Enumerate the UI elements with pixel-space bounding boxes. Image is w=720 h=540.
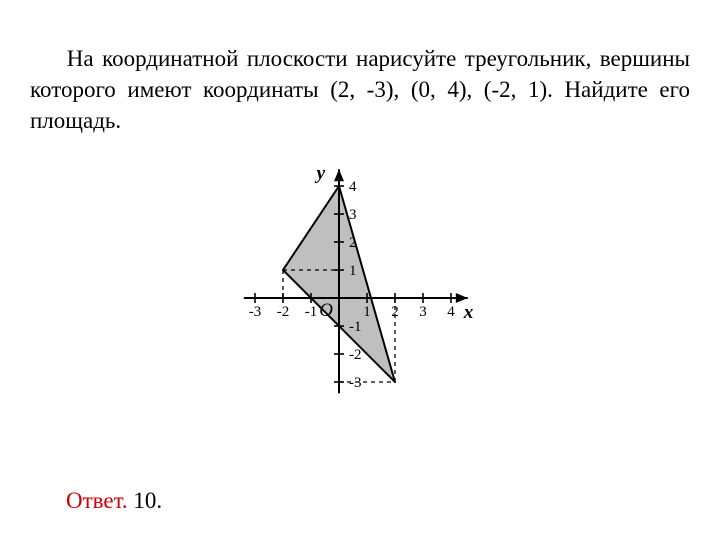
problem-text: На координатной плоскости нарисуйте треу… [30, 43, 690, 136]
answer-line: Ответ. 10. [66, 488, 162, 514]
svg-text:-1: -1 [349, 319, 362, 335]
svg-text:2: 2 [349, 235, 357, 251]
svg-text:-1: -1 [305, 304, 318, 320]
svg-text:3: 3 [349, 207, 357, 223]
answer-value: 10. [133, 488, 162, 513]
svg-text:-2: -2 [349, 347, 362, 363]
svg-text:1: 1 [363, 304, 371, 320]
svg-text:1: 1 [349, 263, 357, 279]
svg-text:O: O [319, 300, 333, 321]
svg-text:-3: -3 [249, 304, 262, 320]
svg-text:4: 4 [349, 179, 357, 195]
svg-text:3: 3 [419, 304, 427, 320]
answer-label: Ответ. [66, 488, 128, 513]
svg-text:y: y [315, 164, 326, 184]
svg-text:4: 4 [447, 304, 455, 320]
svg-text:x: x [463, 302, 474, 323]
svg-text:-3: -3 [349, 375, 362, 391]
coordinate-figure: -3-2-11234-3-2-11234Oxy [30, 164, 690, 429]
svg-text:2: 2 [391, 304, 399, 320]
svg-text:-2: -2 [277, 304, 290, 320]
